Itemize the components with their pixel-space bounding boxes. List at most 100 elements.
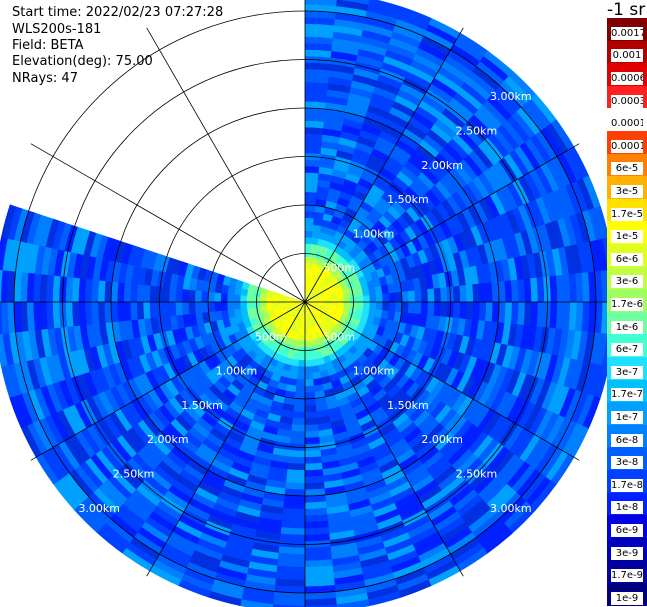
radar-cell bbox=[317, 302, 325, 305]
radar-cell bbox=[305, 36, 335, 45]
radar-cell bbox=[549, 302, 558, 330]
radar-cell bbox=[317, 179, 332, 189]
radar-cell bbox=[190, 491, 216, 510]
radar-cell bbox=[337, 143, 356, 155]
radar-cell bbox=[7, 206, 23, 241]
radar-cell bbox=[214, 301, 222, 312]
radar-cell bbox=[310, 319, 316, 328]
radar-cell bbox=[335, 443, 354, 455]
radar-cell bbox=[407, 302, 416, 315]
radar-cell bbox=[433, 224, 448, 243]
radar-cell bbox=[300, 334, 305, 342]
radar-cell bbox=[389, 106, 413, 124]
radar-cell bbox=[235, 279, 244, 289]
radar-cell bbox=[574, 302, 584, 333]
radar-cell bbox=[403, 426, 423, 445]
radar-cell bbox=[309, 293, 316, 299]
radar-cell bbox=[346, 354, 358, 366]
colorbar-tick-label: 1.7e-5 bbox=[611, 207, 643, 221]
radar-cell bbox=[433, 302, 442, 317]
radar-cell bbox=[519, 142, 542, 171]
radar-cell bbox=[408, 116, 432, 136]
radar-cell bbox=[280, 514, 305, 523]
radar-cell bbox=[371, 502, 398, 518]
radar-cell bbox=[382, 379, 397, 395]
radar-cell bbox=[587, 363, 603, 398]
radar-cell bbox=[443, 412, 463, 433]
radar-cell bbox=[310, 352, 318, 361]
radar-cell bbox=[463, 154, 484, 178]
radar-cell bbox=[288, 331, 296, 340]
radar-cell bbox=[157, 403, 176, 424]
radar-cell bbox=[514, 231, 528, 258]
radar-cell bbox=[398, 6, 433, 25]
radar-cell bbox=[469, 265, 480, 286]
radar-cell bbox=[356, 353, 368, 366]
radar-cell bbox=[192, 362, 206, 379]
radar-cell bbox=[526, 325, 537, 352]
radar-cell bbox=[299, 302, 305, 308]
radar-cell bbox=[53, 326, 65, 355]
radar-cell bbox=[511, 371, 527, 398]
radar-cell bbox=[297, 359, 305, 368]
radar-cell bbox=[280, 520, 305, 529]
radar-cell bbox=[440, 386, 457, 406]
radar-cell bbox=[401, 210, 416, 227]
radar-cell bbox=[404, 225, 418, 242]
radar-cell bbox=[116, 465, 141, 490]
radar-cell bbox=[370, 92, 396, 108]
radar-cell bbox=[193, 335, 205, 350]
radar-cell bbox=[415, 47, 446, 68]
radar-cell bbox=[143, 474, 169, 496]
radar-cell bbox=[200, 412, 218, 428]
radar-cell bbox=[455, 373, 471, 394]
radar-cell bbox=[342, 178, 359, 191]
radar-cell bbox=[387, 550, 419, 568]
radar-cell bbox=[356, 414, 374, 427]
radar-cell bbox=[341, 287, 350, 295]
radar-cell bbox=[304, 449, 322, 458]
radar-cell bbox=[407, 290, 416, 303]
radar-cell bbox=[332, 31, 363, 43]
radar-cell bbox=[34, 328, 46, 359]
range-ring-label: 500m bbox=[323, 330, 355, 343]
radar-cell bbox=[343, 228, 355, 240]
radar-cell bbox=[416, 339, 429, 356]
radar-cell bbox=[316, 415, 331, 425]
radar-cell bbox=[452, 233, 466, 253]
radar-cell bbox=[405, 240, 418, 256]
radar-cell bbox=[209, 508, 236, 524]
radar-cell bbox=[395, 392, 412, 409]
radar-cell bbox=[313, 211, 325, 220]
radar-cell bbox=[450, 269, 460, 288]
radar-cell bbox=[227, 333, 238, 345]
radar-cell bbox=[314, 317, 321, 325]
radar-cell bbox=[267, 324, 277, 333]
radar-cell bbox=[32, 357, 47, 389]
radar-cell bbox=[219, 441, 240, 456]
radar-cell bbox=[216, 447, 237, 462]
radar-cell bbox=[40, 327, 52, 358]
radar-cell bbox=[440, 347, 453, 367]
radar-cell bbox=[266, 293, 274, 299]
radar-cell bbox=[109, 385, 126, 409]
radar-cell bbox=[330, 302, 338, 306]
radar-cell bbox=[303, 546, 332, 555]
radar-cell bbox=[575, 272, 584, 304]
radar-cell bbox=[383, 118, 407, 135]
radar-cell bbox=[315, 351, 324, 360]
radar-cell bbox=[414, 537, 445, 557]
radar-cell bbox=[422, 357, 436, 374]
radar-cell bbox=[394, 302, 403, 313]
radar-cell bbox=[453, 92, 480, 116]
radar-cell bbox=[483, 241, 496, 264]
radar-cell bbox=[352, 523, 380, 537]
radar-cell bbox=[501, 345, 515, 370]
radar-cell bbox=[272, 291, 281, 297]
radar-cell bbox=[240, 592, 274, 605]
radar-cell bbox=[255, 380, 269, 391]
radar-cell bbox=[305, 114, 326, 123]
radar-cell bbox=[210, 366, 224, 381]
radar-cell bbox=[308, 283, 314, 291]
radar-cell bbox=[383, 538, 413, 555]
